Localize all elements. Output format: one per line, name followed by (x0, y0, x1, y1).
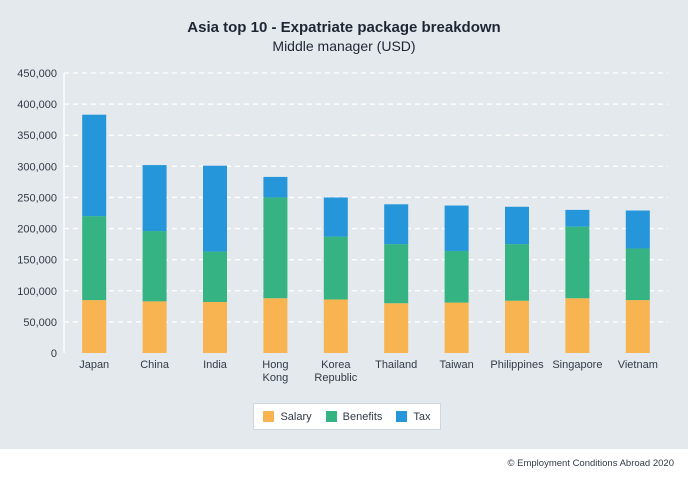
bar-tax-vietnam (625, 210, 650, 249)
chart-legend: Salary Benefits Tax (253, 403, 441, 430)
x-tick-label: Singapore (552, 359, 602, 371)
y-tick-label: 300,000 (17, 161, 57, 173)
bar-tax-japan (82, 114, 107, 217)
bar-salary-korea-republic (323, 299, 348, 353)
legend-swatch-benefits (325, 411, 337, 422)
chart-title: Asia top 10 - Expatriate package breakdo… (187, 19, 501, 36)
x-tick-label: Thailand (375, 359, 417, 371)
x-tick-label: India (203, 359, 228, 371)
x-tick-label: Philippines (490, 359, 544, 371)
bar-benefits-japan (82, 216, 107, 301)
bar-benefits-philippines (505, 244, 529, 301)
x-tick-label: Taiwan (439, 359, 473, 371)
stacked-bar-chart: 0 50,000 100,000 150,000 200,000 250,000 300,0… (17, 68, 668, 384)
x-tick-label: Korea Republic (314, 359, 357, 384)
legend-label-benefits: Benefits (342, 410, 383, 423)
bar-benefits-india (203, 251, 227, 302)
bar-tax-thailand (384, 204, 409, 245)
chart-subtitle: Middle manager (USD) (272, 38, 416, 54)
bar-tax-india (203, 165, 227, 252)
legend-item-benefits: Benefits (325, 410, 383, 423)
bar-tax-taiwan (444, 205, 469, 251)
bar-salary-hong-kong (263, 298, 288, 353)
bar-benefits-taiwan (444, 250, 469, 303)
bar-benefits-hong-kong (263, 197, 288, 299)
bar-tax-singapore (565, 209, 590, 227)
y-tick-label: 400,000 (17, 99, 57, 111)
bar-salary-thailand (384, 303, 409, 353)
bar-salary-india (203, 301, 227, 353)
bar-tax-philippines (505, 206, 529, 245)
x-tick-label: China (140, 359, 170, 371)
bar-salary-singapore (565, 298, 590, 353)
copyright-footer: © Employment Conditions Abroad 2020 (507, 458, 675, 469)
bar-salary-china (142, 301, 167, 353)
bar-salary-japan (82, 300, 107, 353)
bar-benefits-china (142, 231, 167, 302)
legend-item-salary: Salary (263, 410, 312, 423)
bar-tax-china (142, 165, 167, 232)
y-tick-label: 150,000 (17, 255, 57, 267)
y-tick-label: 50,000 (23, 317, 57, 329)
y-tick-label: 100,000 (17, 286, 57, 298)
x-tick-label: Vietnam (618, 359, 658, 371)
bar-benefits-singapore (565, 226, 590, 299)
legend-swatch-salary (263, 411, 275, 422)
y-tick-label: 200,000 (17, 224, 57, 236)
x-tick-label: Japan (79, 359, 109, 371)
legend-swatch-tax (396, 411, 408, 422)
y-tick-label: 450,000 (17, 68, 57, 80)
y-tick-label: 250,000 (17, 192, 57, 204)
y-tick-label: 0 (51, 348, 57, 360)
bar-tax-korea-republic (323, 197, 348, 237)
legend-label-salary: Salary (280, 410, 312, 423)
bar-benefits-vietnam (625, 248, 650, 301)
y-tick-label: 350,000 (17, 130, 57, 142)
bar-salary-taiwan (444, 302, 469, 353)
bar-tax-hong-kong (263, 176, 288, 198)
legend-label-tax: Tax (413, 410, 431, 423)
bar-salary-philippines (505, 300, 529, 353)
legend-item-tax: Tax (396, 410, 431, 423)
bar-salary-vietnam (625, 300, 650, 353)
bar-benefits-korea-republic (323, 236, 348, 300)
bar-benefits-thailand (384, 244, 409, 304)
x-tick-label: Hong Kong (262, 359, 288, 384)
